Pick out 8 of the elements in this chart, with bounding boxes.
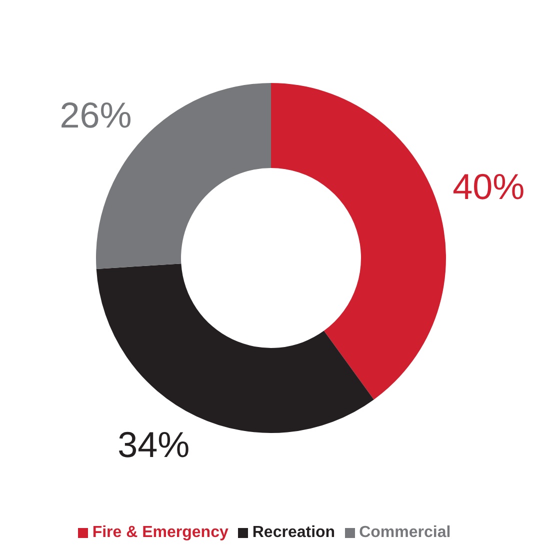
legend-label: Fire & Emergency <box>92 524 228 541</box>
donut-slice <box>96 264 374 433</box>
data-label: 26% <box>60 94 132 136</box>
data-label: 34% <box>118 424 190 466</box>
legend-label: Commercial <box>359 524 451 541</box>
legend-label: Recreation <box>252 524 336 541</box>
data-label: 40% <box>452 166 525 207</box>
donut-slice <box>271 83 446 400</box>
